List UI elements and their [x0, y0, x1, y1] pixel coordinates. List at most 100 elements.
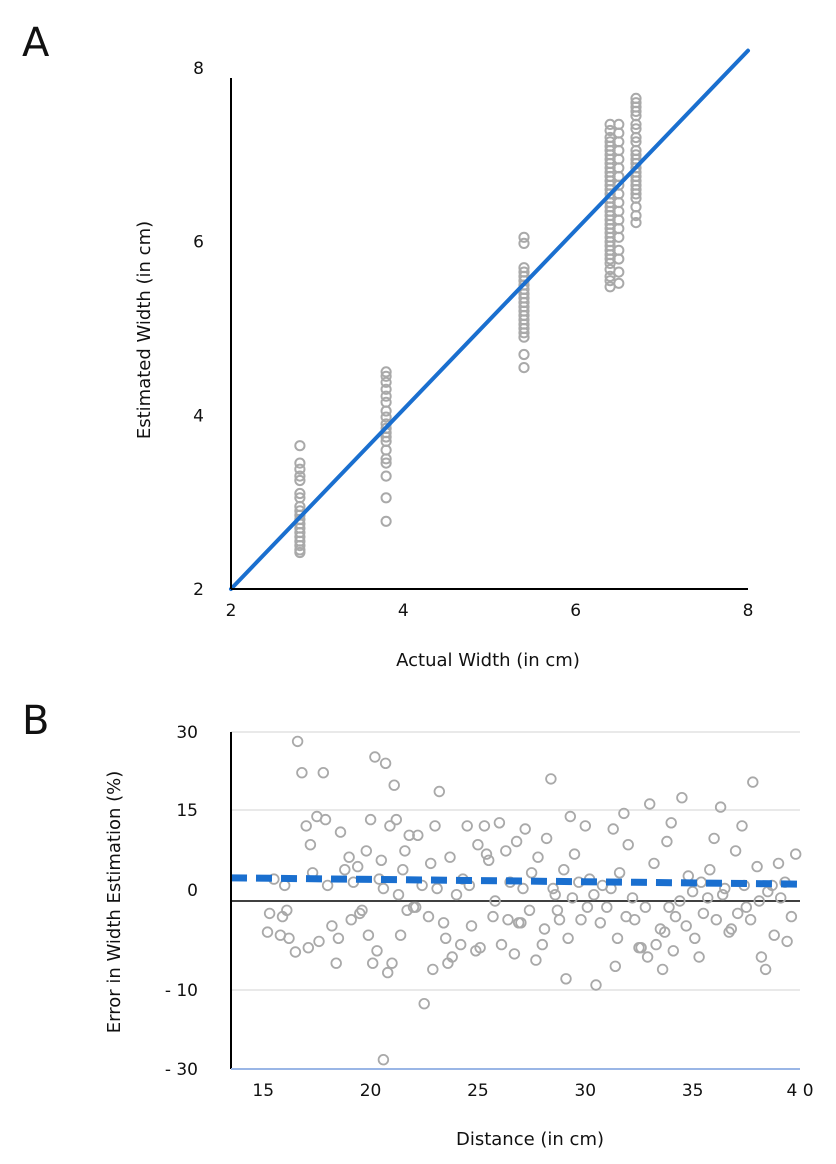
- panel-a-x-ticks: 2 4 6 8: [226, 601, 754, 621]
- panel-b-x-tick-label: 4 0: [786, 1081, 813, 1101]
- panel-b-point: [588, 889, 600, 901]
- panel-a-point: [380, 515, 392, 527]
- panel-b-y-tick-label: 15: [176, 801, 198, 821]
- panel-b-y-tick-label: 0: [187, 881, 198, 901]
- panel-b-point: [644, 798, 656, 810]
- panel-b-point: [702, 892, 714, 904]
- panel-b-point: [620, 910, 632, 923]
- panel-b-point: [429, 820, 441, 832]
- panel-b-point: [768, 929, 780, 941]
- panel-b-point: [360, 845, 373, 857]
- panel-b-point: [553, 914, 566, 926]
- panel-b-point: [661, 835, 673, 848]
- panel-b-point: [755, 951, 768, 963]
- panel-b-x-tick-label: 25: [467, 1081, 489, 1101]
- panel-b-point: [513, 917, 525, 929]
- panel-b-point: [517, 882, 529, 895]
- panel-b-point: [759, 963, 772, 976]
- panel-a-point: [380, 431, 392, 443]
- panel-b-point: [281, 904, 293, 917]
- panel-b-point: [261, 926, 274, 938]
- panel-b-point: [354, 907, 366, 920]
- panel-a-x-tick-label: 6: [570, 601, 581, 621]
- panel-b-point: [388, 779, 400, 791]
- panel-b-point: [371, 945, 383, 957]
- panel-b-point: [663, 901, 675, 913]
- panel-a-point: [380, 453, 392, 465]
- panel-b-point: [785, 910, 798, 923]
- panel-b-point: [352, 860, 364, 873]
- panel-b-point: [736, 820, 748, 832]
- panel-b-point: [674, 895, 686, 907]
- panel-b-point: [263, 907, 276, 920]
- panel-a-y-tick-label: 4: [193, 406, 204, 426]
- panel-b-point: [790, 848, 802, 860]
- panel-a-point: [380, 405, 392, 417]
- panel-b-point: [510, 835, 523, 848]
- panel-a-point: [294, 487, 306, 500]
- panel-b-point: [613, 867, 626, 879]
- panel-a-point: [380, 376, 392, 388]
- panel-b-point: [502, 914, 514, 926]
- panel-b-point: [289, 946, 302, 958]
- panel-b-point: [433, 785, 446, 798]
- panel-b-point: [377, 882, 390, 895]
- panel-b-point: [622, 839, 634, 851]
- panel-b-point: [676, 792, 688, 804]
- panel-a-point: [518, 327, 530, 339]
- panel-a-point: [294, 463, 306, 475]
- panel-a: A 2 4 6 8 2 4 6 8 Actual Width (in cm) Estimat…: [22, 20, 753, 671]
- panel-b-point: [536, 938, 549, 951]
- panel-b-point: [356, 904, 368, 917]
- panel-b: B 15 20 25 30 35 4 0 30 15 0 - 10 - 30 Distance (…: [22, 698, 814, 1150]
- panel-a-point: [613, 253, 625, 265]
- panel-b-point: [495, 938, 508, 951]
- panel-a-x-axis-title: Actual Width (in cm): [396, 650, 580, 671]
- panel-b-point: [635, 942, 647, 954]
- panel-b-y-axis-title: Error in Width Estimation (%): [104, 771, 125, 1033]
- panel-a-point: [630, 105, 642, 118]
- panel-b-point: [562, 932, 574, 945]
- panel-a-x-tick-label: 2: [226, 601, 237, 621]
- panel-a-point: [294, 470, 306, 482]
- panel-b-trend-line: [230, 874, 801, 888]
- panel-b-x-tick-label: 35: [682, 1081, 704, 1101]
- panel-b-point: [369, 751, 381, 763]
- panel-a-point: [613, 231, 625, 243]
- panel-b-point: [410, 901, 422, 913]
- panel-b-point: [390, 813, 403, 826]
- panel-b-point: [545, 773, 557, 785]
- panel-b-point: [412, 829, 424, 842]
- panel-b-point: [334, 826, 347, 838]
- panel-b-y-tick-label: - 10: [165, 981, 198, 1001]
- panel-b-point: [772, 857, 785, 870]
- panel-a-point: [630, 188, 642, 200]
- panel-a-point: [604, 270, 616, 282]
- panel-a-point: [518, 237, 530, 249]
- panel-a-y-tick-label: 2: [193, 580, 204, 600]
- panel-b-point: [751, 860, 763, 873]
- panel-b-point: [723, 926, 735, 938]
- panel-a-point: [294, 440, 306, 452]
- panel-a-y-tick-label: 8: [193, 59, 204, 79]
- panel-b-point: [566, 892, 579, 904]
- panel-b-point: [549, 889, 561, 901]
- panel-b-point: [384, 820, 396, 832]
- panel-b-point: [547, 882, 559, 895]
- panel-b-point: [729, 845, 742, 857]
- panel-a-point: [518, 348, 530, 361]
- panel-b-point: [669, 910, 682, 923]
- panel-b-point: [375, 854, 388, 867]
- panel-b-point: [397, 864, 409, 876]
- panel-b-point: [474, 942, 486, 954]
- panel-a-point: [380, 370, 392, 382]
- panel-a-y-tick-label: 6: [193, 233, 204, 253]
- panel-b-x-tick-label: 30: [574, 1081, 596, 1101]
- panel-b-point: [708, 832, 720, 845]
- panel-b-point: [525, 867, 538, 879]
- panel-b-point: [744, 914, 757, 926]
- panel-b-point: [362, 929, 375, 941]
- panel-b-point: [319, 813, 332, 826]
- panel-b-point: [618, 807, 630, 820]
- panel-b-point: [695, 876, 707, 888]
